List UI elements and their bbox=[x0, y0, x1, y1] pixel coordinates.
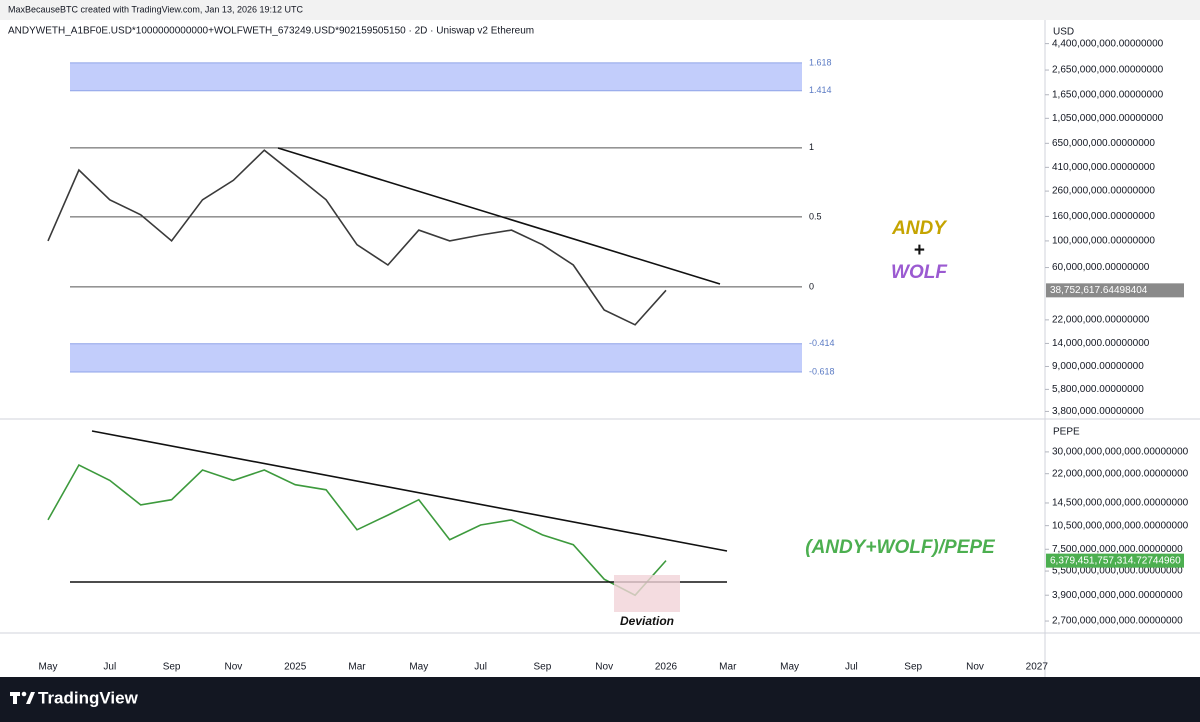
logo bbox=[21, 691, 27, 697]
fib-label: -0.618 bbox=[809, 366, 835, 376]
y-tick-label: 160,000,000.00000000 bbox=[1052, 211, 1155, 222]
y-tick-label: 30,000,000,000,000.00000000 bbox=[1052, 447, 1189, 458]
symbol-title: ANDYWETH_A1BF0E.USD*1000000000000+WOLFWE… bbox=[8, 26, 534, 37]
y-tick-label: 3,800,000.00000000 bbox=[1052, 406, 1144, 417]
y-tick-label: 2,650,000,000.00000000 bbox=[1052, 65, 1164, 76]
price-line bbox=[47, 149, 667, 326]
y-tick-label: 3,900,000,000,000.00000000 bbox=[1052, 590, 1183, 601]
x-tick-label: Sep bbox=[163, 662, 181, 673]
annotation: (ANDY+WOLF)/PEPE bbox=[805, 537, 996, 558]
price-line bbox=[47, 463, 667, 597]
price-tag-label: 6,379,451,757,314.72744960 bbox=[1050, 555, 1181, 566]
footer bbox=[0, 677, 1200, 722]
fib-zone bbox=[70, 62, 802, 91]
logo bbox=[26, 692, 35, 704]
y-tick-label: 5,800,000.00000000 bbox=[1052, 384, 1144, 395]
x-tick-label: May bbox=[780, 662, 799, 673]
annotation: ANDY bbox=[891, 218, 948, 239]
y-tick-label: 22,000,000.00000000 bbox=[1052, 315, 1150, 326]
fib-zone bbox=[70, 343, 802, 372]
price-tag bbox=[1046, 553, 1184, 568]
trendline bbox=[91, 430, 728, 552]
x-tick-label: Sep bbox=[534, 662, 552, 673]
footer-brand: TradingView bbox=[38, 688, 139, 707]
y-tick-label: 22,000,000,000,000.00000000 bbox=[1052, 468, 1189, 479]
x-tick-label: Jul bbox=[103, 662, 116, 673]
fib-label: -0.414 bbox=[809, 338, 835, 348]
fib-label: 0.5 bbox=[809, 211, 822, 221]
price-tag-label: 38,752,617.64498404 bbox=[1050, 285, 1148, 296]
header-text: MaxBecauseBTC created with TradingView.c… bbox=[8, 4, 303, 14]
x-tick-label: Mar bbox=[348, 662, 366, 673]
x-tick-label: Nov bbox=[225, 662, 243, 673]
fib-label: 0 bbox=[809, 281, 814, 291]
y-tick-label: 4,400,000,000.00000000 bbox=[1052, 38, 1164, 49]
x-tick-label: Jul bbox=[474, 662, 487, 673]
y-tick-label: 100,000,000.00000000 bbox=[1052, 236, 1155, 247]
y-tick-label: 14,500,000,000,000.00000000 bbox=[1052, 498, 1189, 509]
y-axis-label: USD bbox=[1053, 27, 1074, 38]
y-tick-label: 1,650,000,000.00000000 bbox=[1052, 89, 1164, 100]
x-tick-label: 2027 bbox=[1026, 662, 1049, 673]
x-tick-label: Sep bbox=[904, 662, 922, 673]
x-tick-label: Mar bbox=[719, 662, 737, 673]
x-tick-label: 2026 bbox=[655, 662, 678, 673]
y-tick-label: 2,700,000,000,000.00000000 bbox=[1052, 616, 1183, 627]
y-tick-label: 10,500,000,000,000.00000000 bbox=[1052, 520, 1189, 531]
annotation: Deviation bbox=[620, 614, 674, 628]
x-tick-label: May bbox=[39, 662, 58, 673]
fib-label: 1 bbox=[809, 142, 814, 152]
y-tick-label: 14,000,000.00000000 bbox=[1052, 338, 1150, 349]
fib-label: 1.414 bbox=[809, 85, 832, 95]
annotation: WOLF bbox=[891, 262, 948, 283]
x-tick-label: 2025 bbox=[284, 662, 307, 673]
logo bbox=[13, 692, 17, 704]
y-axis-label: PEPE bbox=[1053, 427, 1080, 438]
y-tick-label: 260,000,000.00000000 bbox=[1052, 186, 1155, 197]
x-tick-label: Nov bbox=[595, 662, 613, 673]
y-tick-label: 1,050,000,000.00000000 bbox=[1052, 113, 1164, 124]
header-bar bbox=[0, 0, 1200, 20]
y-tick-label: 7,500,000,000,000.00000000 bbox=[1052, 544, 1183, 555]
x-tick-label: May bbox=[409, 662, 428, 673]
annotation: + bbox=[913, 240, 924, 261]
x-tick-label: Jul bbox=[845, 662, 858, 673]
deviation-zone bbox=[614, 575, 680, 612]
y-tick-label: 650,000,000.00000000 bbox=[1052, 138, 1155, 149]
x-tick-label: Nov bbox=[966, 662, 984, 673]
y-tick-label: 410,000,000.00000000 bbox=[1052, 162, 1155, 173]
y-tick-label: 5,500,000,000,000.00000000 bbox=[1052, 566, 1183, 577]
y-tick-label: 60,000,000.00000000 bbox=[1052, 262, 1150, 273]
trendline bbox=[277, 147, 721, 285]
price-tag bbox=[1046, 283, 1184, 298]
y-tick-label: 9,000,000.00000000 bbox=[1052, 361, 1144, 372]
fib-label: 1.618 bbox=[809, 57, 832, 67]
